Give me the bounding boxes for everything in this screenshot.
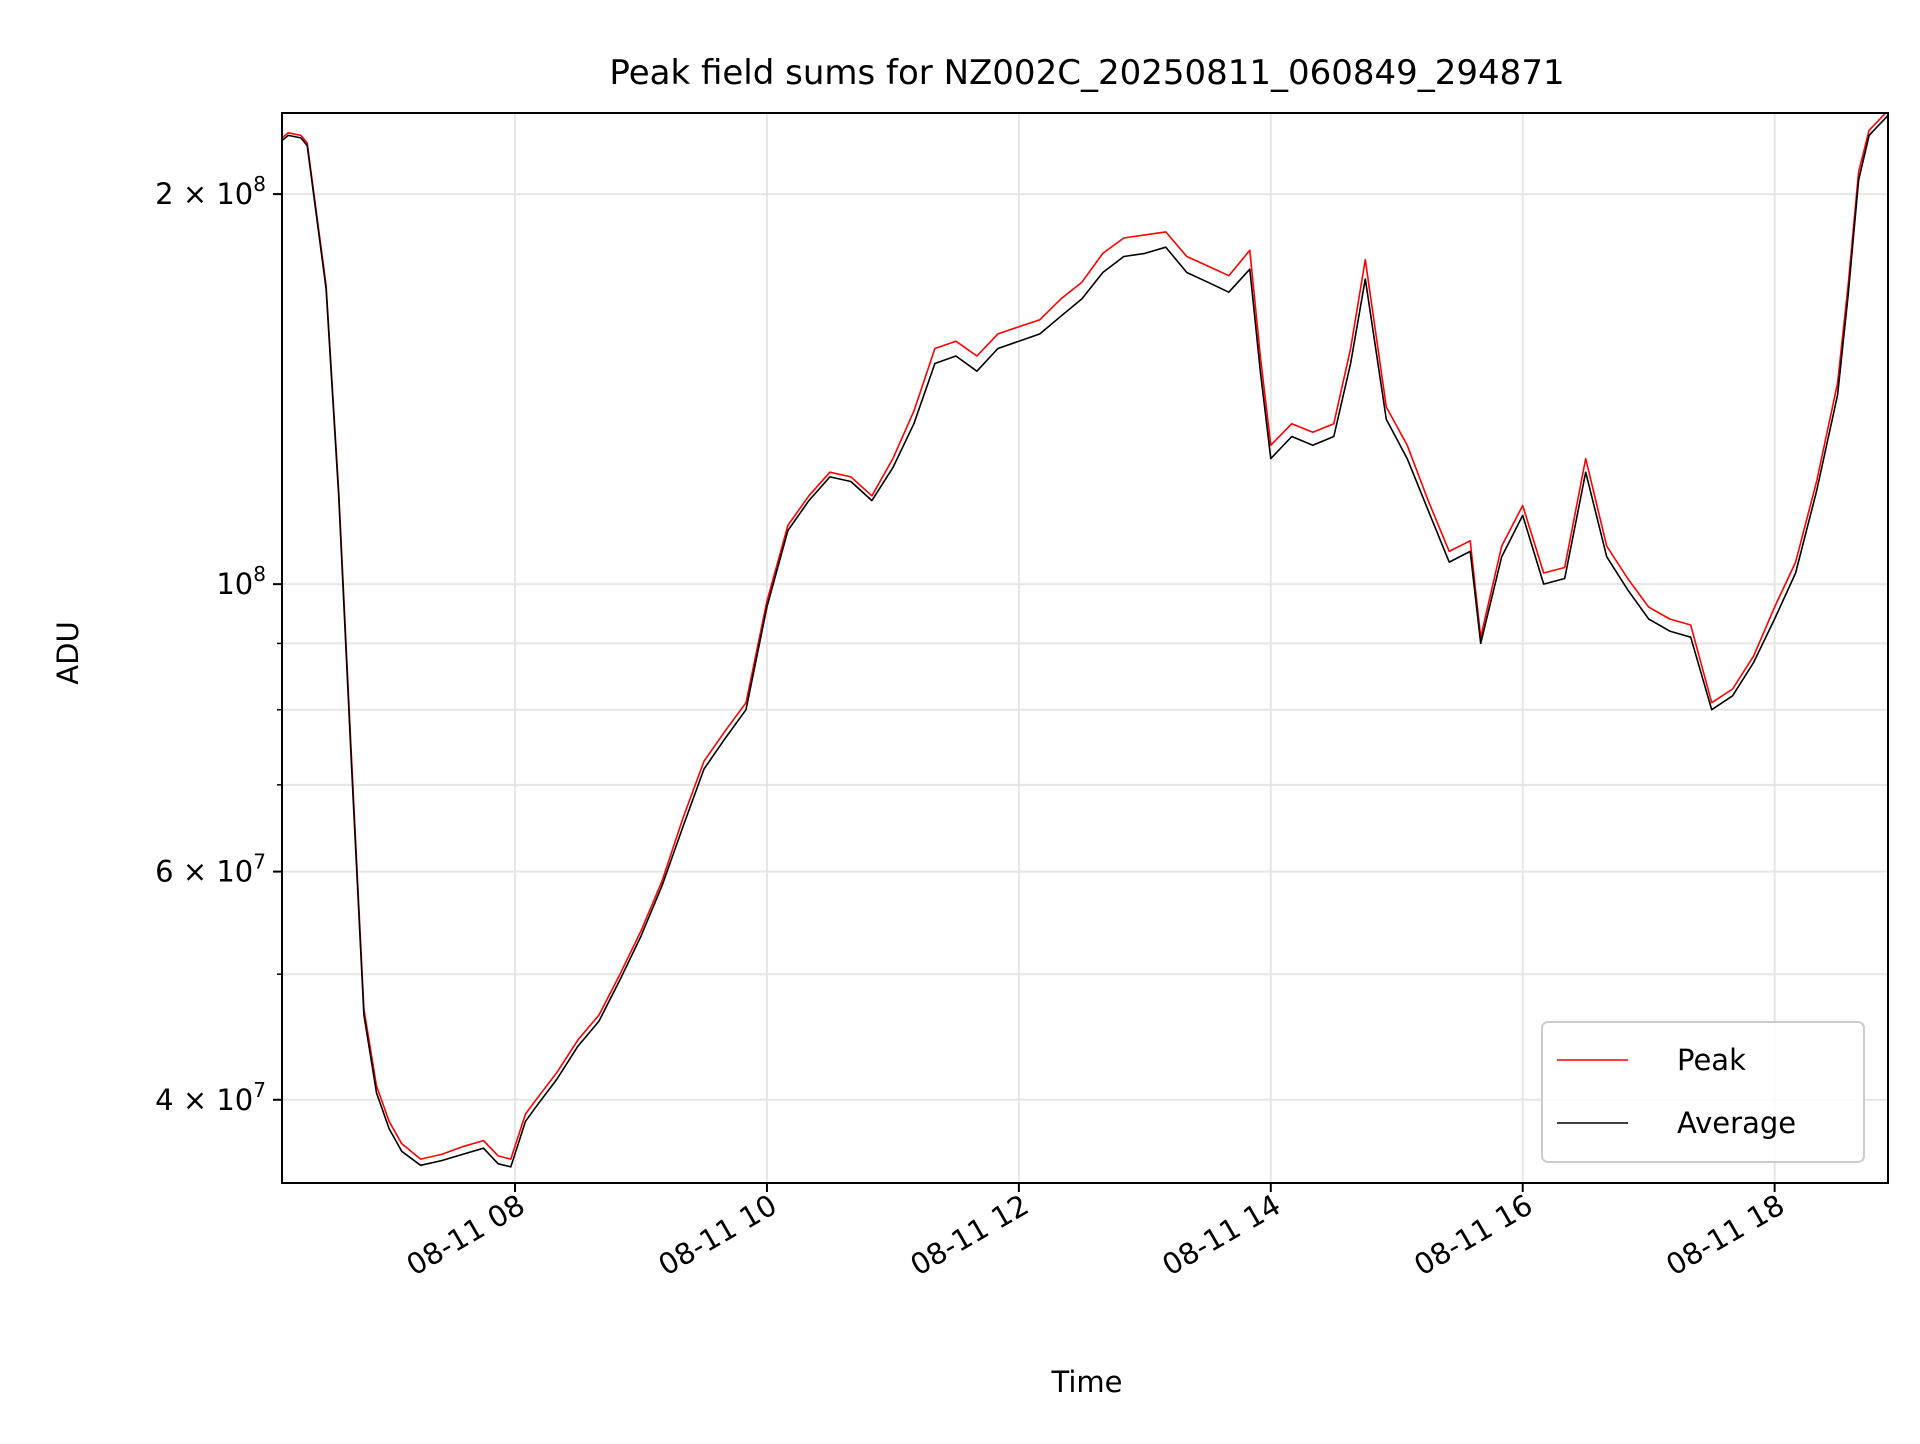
series-layer xyxy=(282,113,1888,1168)
chart-title: Peak field sums for NZ002C_20250811_0608… xyxy=(609,53,1564,93)
legend-label: Peak xyxy=(1677,1043,1746,1077)
y-tick-label: 2 × 108 xyxy=(155,172,266,211)
series-line-average xyxy=(282,114,1888,1168)
legend: Peak Average xyxy=(1541,1021,1865,1163)
y-tick-label: 108 xyxy=(216,562,266,601)
legend-label: Average xyxy=(1677,1106,1796,1140)
y-axis-label: ADU xyxy=(51,621,85,684)
series-line-peak xyxy=(282,113,1887,1160)
axes-frame xyxy=(281,112,1889,1184)
y-tick-label: 4 × 107 xyxy=(155,1078,266,1117)
x-axis-label: Time xyxy=(1051,1365,1123,1399)
y-tick-label: 6 × 107 xyxy=(155,850,266,889)
legend-box xyxy=(1541,1021,1865,1163)
